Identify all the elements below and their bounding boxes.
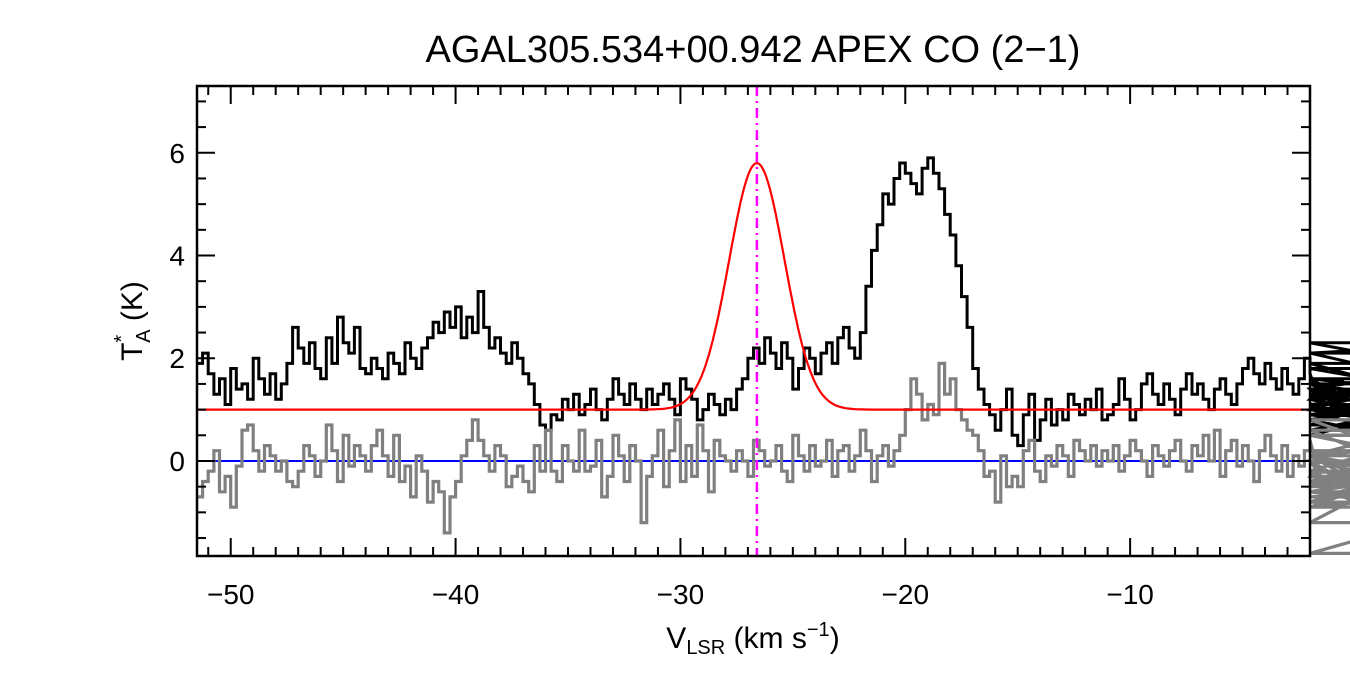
- x-tick-label: −20: [882, 579, 930, 610]
- x-tick-label: −30: [657, 579, 705, 610]
- x-axis-label-sup: −1: [807, 619, 830, 641]
- y-axis-label-main: T: [116, 343, 149, 361]
- x-axis-label-rest: (km s: [725, 622, 807, 655]
- x-tick-label: −50: [207, 579, 255, 610]
- gaussian-fit-line: [197, 161, 1310, 411]
- y-tick-label: 4: [169, 241, 185, 272]
- plot-frame: [195, 84, 1312, 558]
- x-axis-label-sub: LSR: [686, 637, 725, 659]
- x-axis-label-main: V: [666, 622, 686, 655]
- y-axis-label-sup: *: [111, 335, 133, 343]
- y-axis-label-sub: A: [133, 329, 155, 343]
- axis-ticks: −50 −40 −30 −20 −10 0 2 4 6: [169, 86, 1311, 610]
- chart-title: AGAL305.534+00.942 APEX CO (2−1): [426, 29, 1081, 71]
- x-tick-label: −10: [1106, 579, 1154, 610]
- y-tick-label: 0: [169, 446, 185, 477]
- plot-lines: [197, 86, 1350, 556]
- x-axis-label-end: ): [830, 622, 840, 655]
- x-tick-label: −40: [432, 579, 480, 610]
- x-axis-label: VLSR (km s−1): [666, 619, 839, 659]
- y-tick-label: 6: [169, 138, 185, 169]
- spectrum-series-line: [197, 156, 1350, 448]
- residual-series-line: [197, 361, 1350, 555]
- y-tick-label: 2: [169, 343, 185, 374]
- y-axis-label: T*A (K): [111, 281, 155, 361]
- y-axis-label-rest: (K): [116, 281, 149, 329]
